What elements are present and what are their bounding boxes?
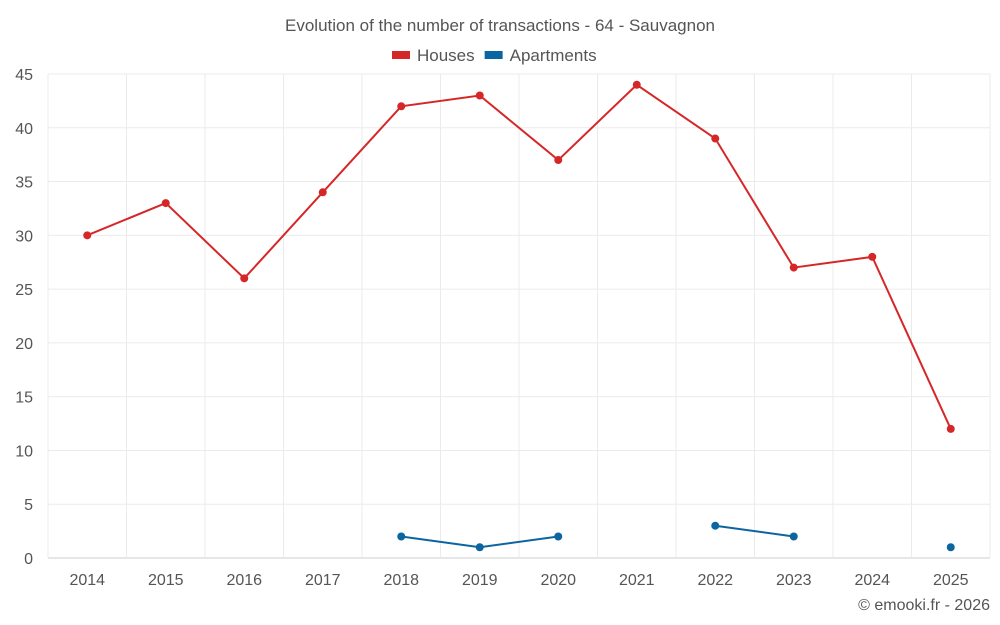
data-point-houses xyxy=(789,263,798,272)
y-tick-label: 40 xyxy=(15,121,33,138)
data-point-apartments xyxy=(789,532,798,541)
x-tick-label: 2020 xyxy=(540,572,576,589)
data-point-apartments xyxy=(946,543,955,552)
legend-label: Houses xyxy=(417,46,475,65)
x-tick-label: 2017 xyxy=(305,572,341,589)
data-point-houses xyxy=(318,188,327,197)
legend-swatch xyxy=(392,51,410,59)
data-point-houses xyxy=(83,231,92,240)
series-lines xyxy=(83,80,955,552)
data-point-houses xyxy=(946,424,955,433)
x-tick-label: 2025 xyxy=(933,572,969,589)
grid xyxy=(47,73,991,559)
x-tick-label: 2022 xyxy=(697,572,733,589)
legend-item-apartments[interactable]: Apartments xyxy=(484,46,597,65)
credit-text: © emooki.fr - 2026 xyxy=(858,597,990,614)
data-point-apartments xyxy=(711,521,720,530)
data-point-apartments xyxy=(475,543,484,552)
y-tick-label: 45 xyxy=(15,67,33,84)
y-tick-label: 20 xyxy=(15,336,33,353)
series-line-apartments xyxy=(715,524,794,538)
data-point-apartments xyxy=(397,532,406,541)
data-point-houses xyxy=(397,102,406,111)
legend-swatch xyxy=(484,51,503,59)
data-point-houses xyxy=(161,199,170,208)
x-tick-label: 2015 xyxy=(148,572,184,589)
x-tick-label: 2014 xyxy=(69,572,105,589)
x-tick-label: 2018 xyxy=(383,572,419,589)
chart-title: Evolution of the number of transactions … xyxy=(285,16,715,35)
y-tick-label: 35 xyxy=(15,175,33,192)
data-point-apartments xyxy=(554,532,563,541)
x-tick-label: 2019 xyxy=(462,572,498,589)
data-point-houses xyxy=(632,80,641,89)
data-point-houses xyxy=(711,134,720,143)
legend: Houses Apartments xyxy=(392,46,597,65)
y-tick-label: 25 xyxy=(15,282,33,299)
data-point-houses xyxy=(554,156,563,165)
legend-label: Apartments xyxy=(510,46,597,65)
data-point-houses xyxy=(868,252,877,261)
y-tick-label: 5 xyxy=(24,497,33,514)
data-point-houses xyxy=(475,91,484,100)
y-tick-label: 0 xyxy=(24,551,33,568)
series-line-houses xyxy=(86,83,952,430)
y-tick-label: 10 xyxy=(15,443,33,460)
x-tick-label: 2021 xyxy=(619,572,655,589)
data-point-houses xyxy=(240,274,249,283)
legend-item-houses[interactable]: Houses xyxy=(392,46,475,65)
x-tick-label: 2023 xyxy=(776,572,812,589)
y-tick-label: 15 xyxy=(15,390,33,407)
x-tick-label: 2016 xyxy=(226,572,262,589)
y-tick-label: 30 xyxy=(15,228,33,245)
x-tick-label: 2024 xyxy=(854,572,890,589)
